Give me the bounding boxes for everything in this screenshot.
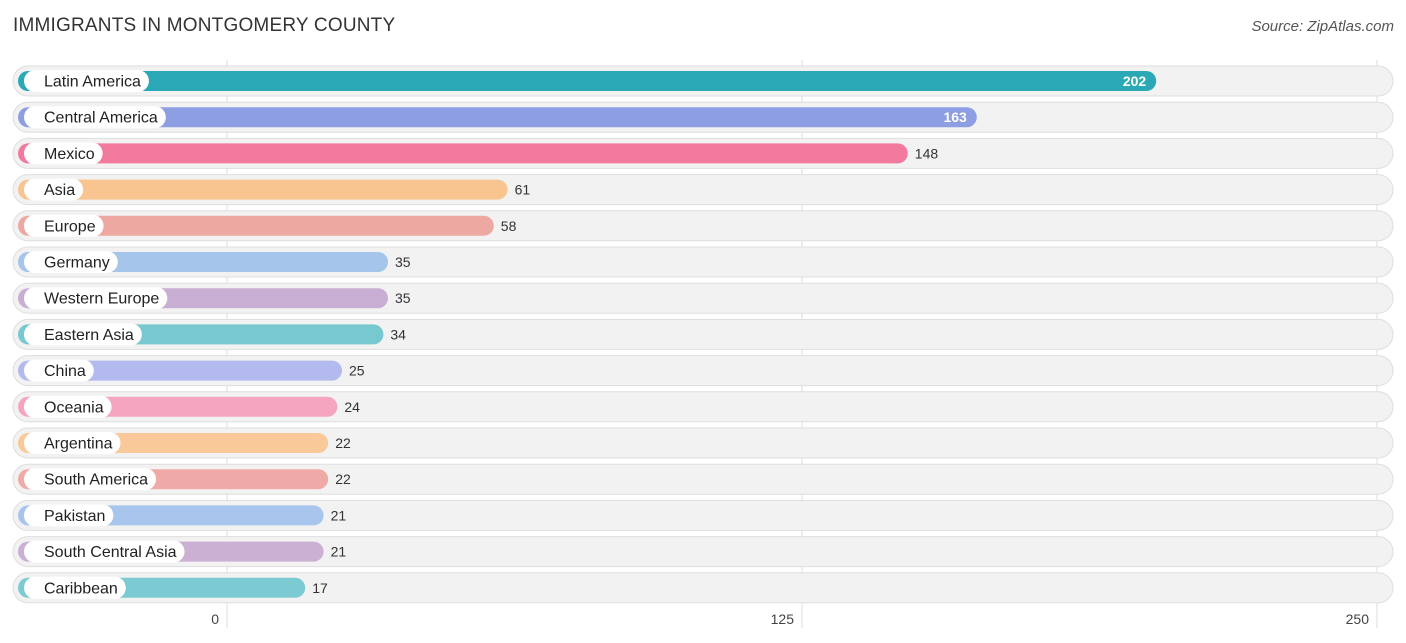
bar-track xyxy=(12,536,1394,568)
value-label: 61 xyxy=(515,182,531,198)
value-label: 25 xyxy=(349,363,365,379)
chart-title: IMMIGRANTS IN MONTGOMERY COUNTY xyxy=(13,15,396,36)
value-label: 17 xyxy=(312,580,328,596)
value-label: 22 xyxy=(335,471,351,487)
category-label-pill xyxy=(24,106,166,129)
chart-source: Source: ZipAtlas.com xyxy=(1251,18,1394,35)
value-label: 34 xyxy=(390,326,406,342)
bar[interactable] xyxy=(18,360,342,381)
category-label-pill xyxy=(24,214,104,237)
bar[interactable] xyxy=(18,71,1157,91)
category-label-pill xyxy=(24,142,103,165)
value-label: 163 xyxy=(943,109,967,125)
category-label-pill xyxy=(24,395,112,418)
value-label: 148 xyxy=(915,145,939,161)
category-label-pill xyxy=(24,70,149,92)
category-label-pill xyxy=(24,178,84,201)
bar[interactable] xyxy=(18,215,494,236)
bar-track xyxy=(12,499,1394,531)
category-label-pill xyxy=(24,468,157,491)
category-label: Oceania xyxy=(44,399,104,416)
category-label: Asia xyxy=(44,182,75,199)
bar-track xyxy=(12,427,1394,459)
x-tick-label: 250 xyxy=(1346,611,1370,627)
bar[interactable] xyxy=(18,143,908,164)
category-label: Western Europe xyxy=(44,291,159,308)
value-label: 202 xyxy=(1123,73,1147,89)
category-label-pill xyxy=(24,251,118,273)
x-tick-label: 0 xyxy=(211,611,219,627)
category-label-pill xyxy=(24,359,94,382)
category-label: Europe xyxy=(44,218,96,235)
bar-track xyxy=(12,572,1394,604)
category-label: China xyxy=(44,363,86,380)
bar[interactable] xyxy=(18,179,508,200)
category-label-pill xyxy=(24,323,142,346)
x-tick-label: 125 xyxy=(771,611,795,627)
bar-track xyxy=(12,463,1394,495)
value-label: 22 xyxy=(335,435,351,451)
category-label: Germany xyxy=(44,255,110,272)
category-label: Eastern Asia xyxy=(44,327,134,344)
bar-track xyxy=(12,391,1394,423)
value-label: 21 xyxy=(331,507,347,523)
category-label-pill xyxy=(24,504,114,527)
category-label: Central America xyxy=(44,110,158,127)
category-label: Caribbean xyxy=(44,580,118,597)
category-label: South Central Asia xyxy=(44,544,177,561)
category-label: Latin America xyxy=(44,74,141,91)
value-label: 21 xyxy=(331,544,347,560)
category-label-pill xyxy=(24,540,185,563)
category-label: Mexico xyxy=(44,146,95,163)
bar-track xyxy=(12,355,1394,387)
category-label-pill xyxy=(24,576,126,599)
category-label: Argentina xyxy=(44,436,113,453)
value-label: 35 xyxy=(395,254,411,270)
category-label-pill xyxy=(24,287,168,310)
category-label: South America xyxy=(44,472,148,489)
bar[interactable] xyxy=(18,107,977,128)
category-label-pill xyxy=(24,432,121,454)
value-label: 24 xyxy=(344,399,360,415)
value-label: 58 xyxy=(501,218,517,234)
value-label: 35 xyxy=(395,290,411,306)
category-label: Pakistan xyxy=(44,508,105,525)
